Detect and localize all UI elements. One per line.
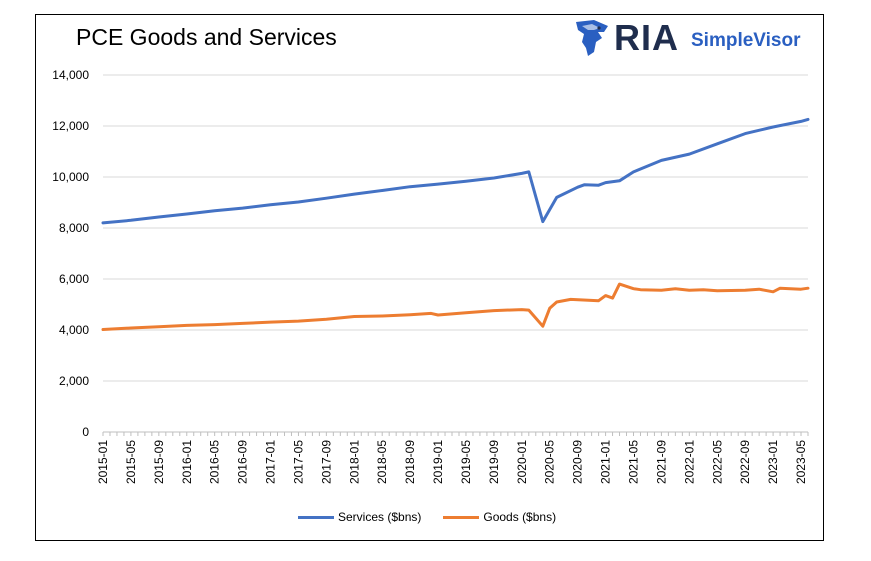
x-tick-label: 2022-01: [682, 440, 696, 484]
x-tick-label: 2018-05: [375, 440, 389, 484]
x-tick-label: 2022-05: [710, 440, 724, 484]
chart-frame: [35, 14, 824, 541]
ria-logo-text: RIA: [614, 17, 679, 58]
x-tick-label: 2016-09: [236, 440, 250, 484]
x-tick-label: 2015-09: [152, 440, 166, 484]
x-tick-label: 2019-09: [487, 440, 501, 484]
simplevisor-logo-text: SimpleVisor: [691, 30, 801, 51]
x-tick-label: 2023-01: [766, 440, 780, 484]
y-tick-label: 0: [82, 425, 89, 439]
y-tick-label: 8,000: [59, 221, 89, 235]
x-tick-label: 2019-05: [459, 440, 473, 484]
legend: Services ($bns) Goods ($bns): [298, 510, 578, 524]
y-tick-label: 4,000: [59, 323, 89, 337]
x-tick-label: 2021-09: [654, 440, 668, 484]
legend-label-services: Services ($bns): [338, 510, 422, 524]
legend-item-services: Services ($bns): [298, 510, 421, 524]
y-tick-label: 10,000: [52, 170, 89, 184]
x-tick-label: 2015-01: [96, 440, 110, 484]
chart-title: PCE Goods and Services: [76, 24, 337, 50]
x-tick-label: 2016-01: [180, 440, 194, 484]
x-tick-label: 2019-01: [431, 440, 445, 484]
legend-swatch-services: [298, 515, 334, 519]
x-tick-label: 2020-01: [515, 440, 529, 484]
x-tick-label: 2021-01: [599, 440, 613, 484]
y-tick-label: 12,000: [52, 119, 89, 133]
x-tick-label: 2018-09: [403, 440, 417, 484]
x-tick-label: 2018-01: [347, 440, 361, 484]
x-tick-label: 2020-09: [571, 440, 585, 484]
series-line-services: [101, 117, 810, 225]
y-tick-label: 2,000: [59, 374, 89, 388]
legend-label-goods: Goods ($bns): [483, 510, 557, 524]
legend-swatch-goods: [443, 515, 480, 519]
x-tick-label: 2017-09: [319, 440, 333, 484]
x-tick-label: 2020-05: [543, 440, 557, 484]
eagle-icon: [576, 20, 608, 56]
series-line-goods: [101, 282, 810, 331]
x-tick-label: 2021-05: [626, 440, 640, 484]
x-tick-label: 2015-05: [124, 440, 138, 484]
ria-simplevisor-logo: RIA SimpleVisor: [574, 17, 801, 58]
x-tick-label: 2023-05: [794, 440, 808, 484]
x-tick-label: 2016-05: [208, 440, 222, 484]
x-tick-label: 2022-09: [738, 440, 752, 484]
x-tick-label: 2017-01: [264, 440, 278, 484]
y-tick-label: 6,000: [59, 272, 89, 286]
legend-item-goods: Goods ($bns): [443, 510, 556, 524]
x-tick-label: 2017-05: [291, 440, 305, 484]
y-tick-label: 14,000: [52, 68, 89, 82]
